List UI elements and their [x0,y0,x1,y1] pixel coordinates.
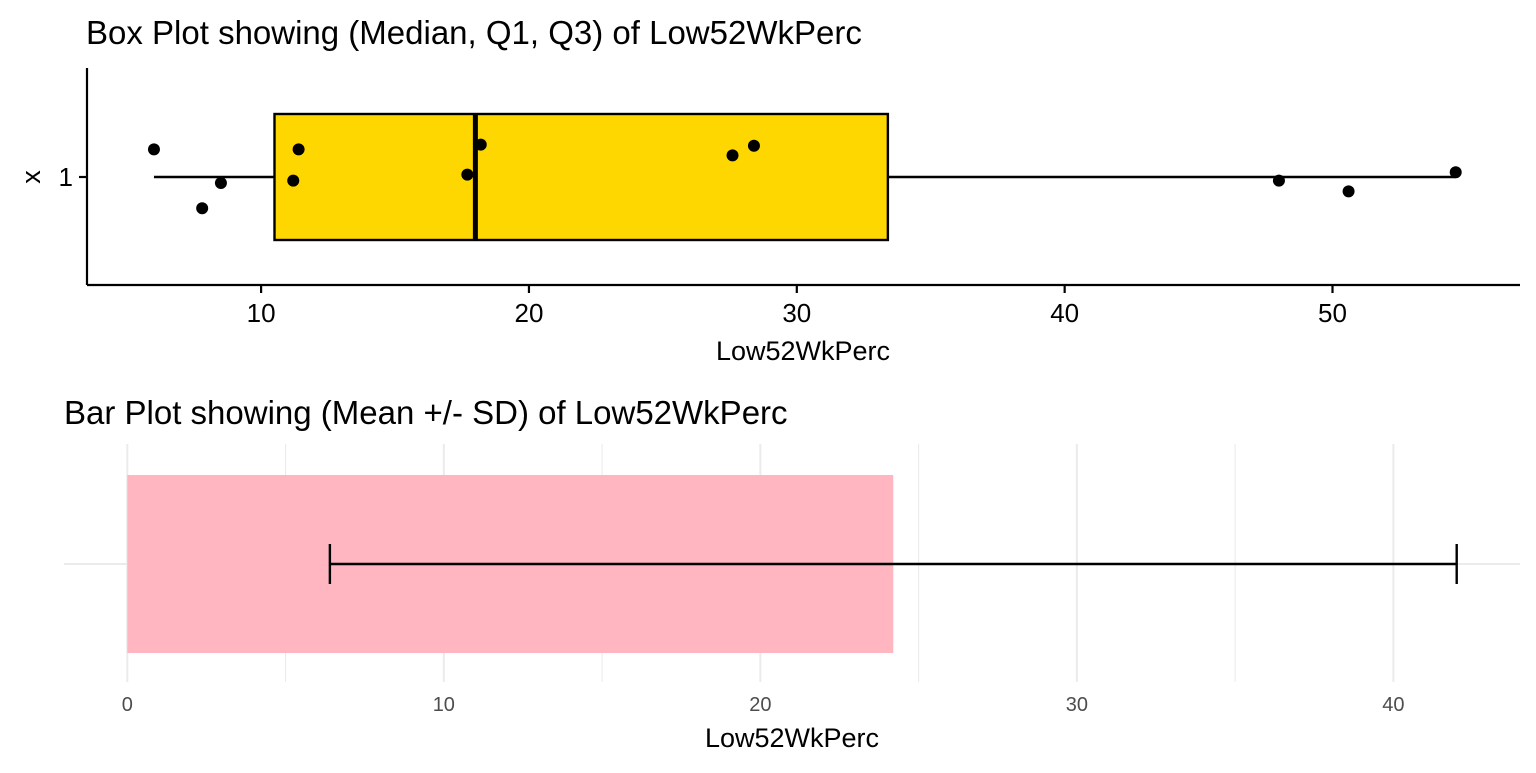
box-plot-point-7 [474,138,487,151]
box-plot-x-tick-label-20: 20 [514,298,543,328]
bar-plot-x-tick-label-0: 0 [122,694,133,716]
box-plot-point-3 [214,177,227,189]
box-plot-box-group [273,112,890,242]
box-plot-box [273,112,890,242]
box-plot-x-ticks: 10 20 30 40 50 [247,285,1347,328]
box-plot-x-axis-label: Low52WkPerc [716,336,890,366]
bar-plot-x-tick-label-30: 30 [1066,694,1088,716]
box-plot-point-10 [1272,174,1285,187]
box-plot-point-5 [292,143,305,156]
box-plot-x-tick-label-30: 30 [782,298,811,328]
box-plot-title: Box Plot showing (Median, Q1, Q3) of Low… [86,14,862,51]
box-plot-y-axis-label: x [16,170,46,184]
bar-plot-x-tick-label-10: 10 [433,694,455,716]
bar-plot-errorbar-group [328,544,1458,584]
bar-plot-x-tick-label-20: 20 [749,694,771,716]
bar-plot-x-axis-label: Low52WkPerc [705,723,879,753]
box-plot-point-11 [1342,185,1355,198]
box-plot-x-tick-label-50: 50 [1318,298,1347,328]
bar-plot-x-tick-label-40: 40 [1382,694,1404,716]
box-plot-point-2 [196,202,209,215]
bar-plot-x-ticks: 0 10 20 30 40 [122,694,1405,716]
box-plot-point-4 [287,174,300,187]
box-plot-point-9 [747,139,760,152]
box-plot-x-tick-label-10: 10 [247,298,276,328]
box-plot-points [147,138,1462,215]
box-plot-panel: Box Plot showing (Median, Q1, Q3) of Low… [16,14,1520,366]
box-plot-point-12 [1449,166,1462,179]
bar-plot-panel: Bar Plot showing (Mean +/- SD) of Low52W… [64,394,1520,753]
box-plot-y-ticks: 1 [59,162,87,192]
box-plot-point-1 [147,143,160,156]
box-plot-point-6 [461,168,474,181]
box-plot-y-tick-label-1: 1 [59,162,73,192]
box-plot-point-8 [726,149,739,162]
bar-plot-title: Bar Plot showing (Mean +/- SD) of Low52W… [64,394,788,431]
box-plot-x-tick-label-40: 40 [1050,298,1079,328]
